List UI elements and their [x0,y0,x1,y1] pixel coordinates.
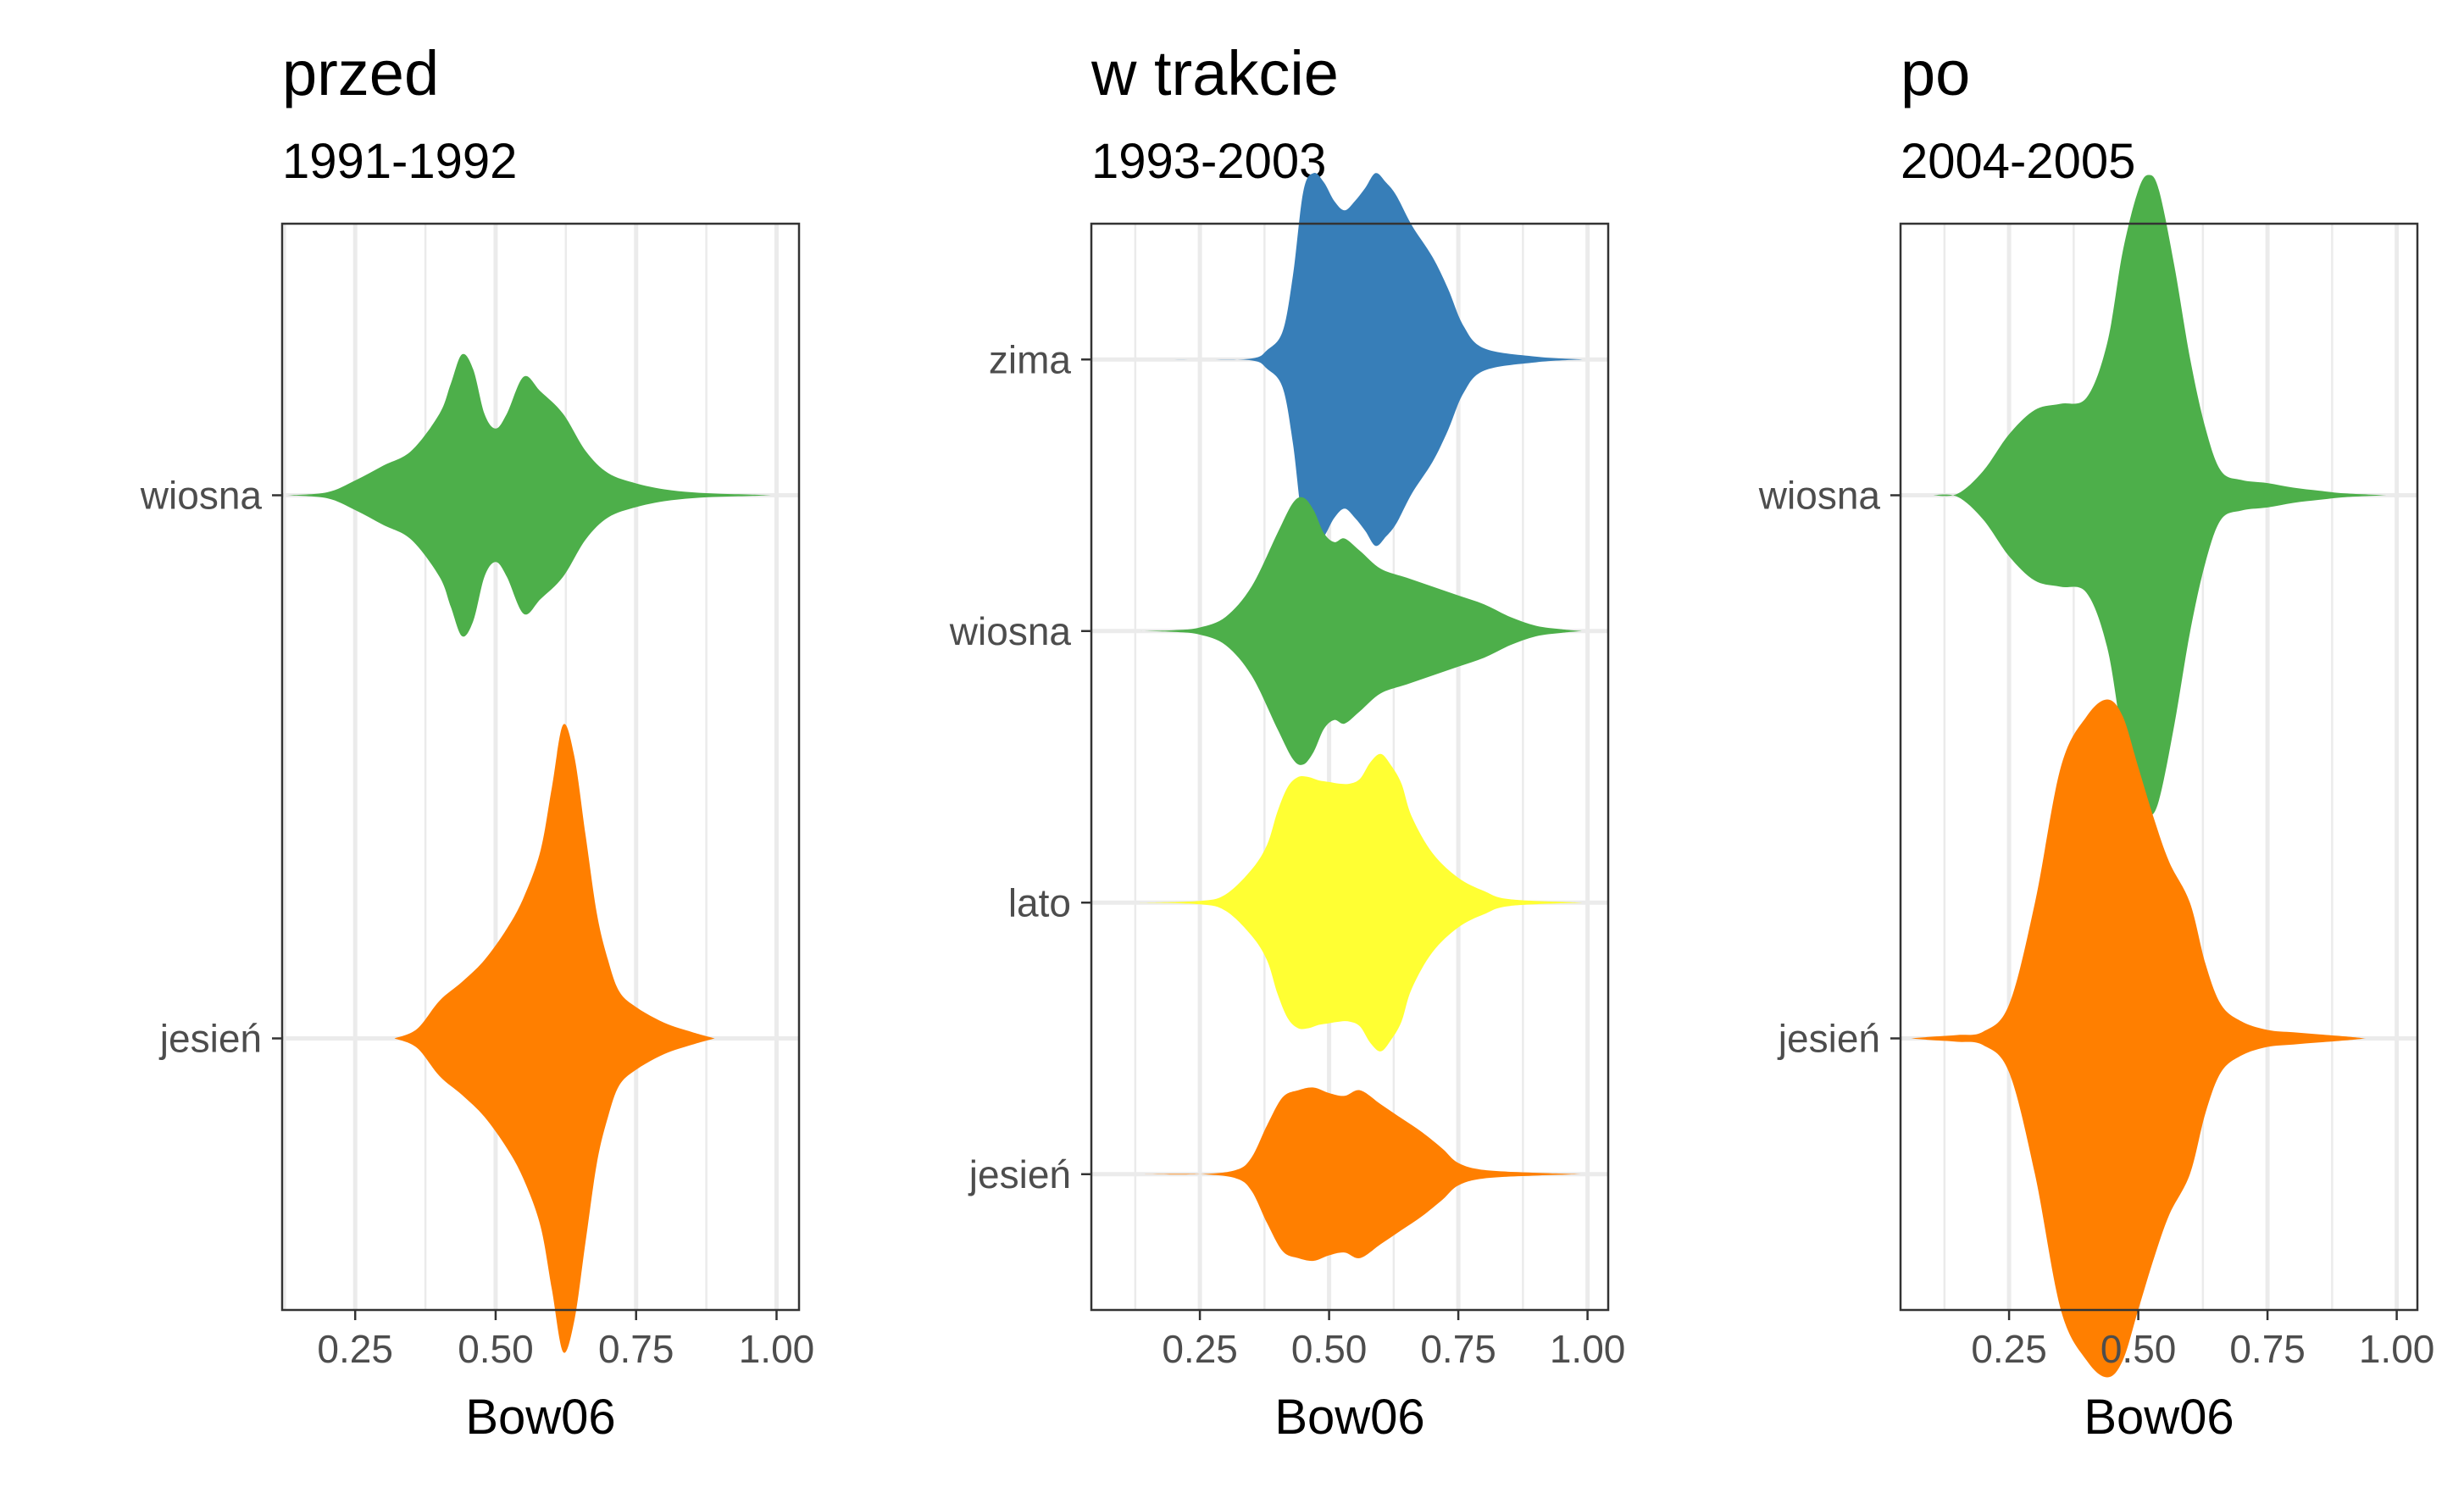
y-tick-label: jesień [968,1152,1071,1196]
violin-zima [1137,172,1583,547]
violin-wiosna [1137,497,1583,765]
x-axis-label: Bow06 [465,1390,615,1445]
x-axis-label: Bow06 [1274,1390,1424,1445]
panel-subtitle: 1993-2003 [1091,134,1326,189]
violins [1137,172,1583,1262]
y-tick-label: wiosna [949,609,1072,653]
y-tick-label: jesień [158,1017,262,1061]
panel-title: w trakcie [1090,38,1339,108]
panel-title: po [1901,38,1970,108]
y-tick-label: lato [1008,880,1071,924]
x-tick-label: 0.75 [2229,1327,2306,1371]
axes: 0.25 0.50 0.75 1.00 wiosna jesień [140,474,814,1372]
x-tick-label: 0.50 [1291,1327,1368,1371]
violins [287,353,771,1353]
y-tick-label: wiosna [140,474,263,518]
x-tick-label: 1.00 [2359,1327,2435,1371]
panel-przed: przed 1991-1992 0.25 0.50 0.75 1.00 wiosna je… [140,38,814,1445]
y-tick-label: zima [989,337,1072,381]
x-tick-label: 0.25 [1162,1327,1238,1371]
x-tick-label: 0.50 [2101,1327,2177,1371]
violin-wiosna [287,353,771,637]
violin-wiosna [1931,175,2387,816]
panel-po: po 2004-2005 0.25 0.50 0.75 1.00 wiosna jesie… [1758,38,2435,1445]
x-axis-label: Bow06 [2084,1390,2234,1445]
violin-jesień [1137,1087,1583,1262]
x-tick-label: 0.50 [458,1327,534,1371]
x-tick-label: 0.75 [1420,1327,1496,1371]
panel-w-trakcie: w trakcie 1993-2003 0.25 0.50 0.75 1.00 zima… [949,38,1626,1445]
axes: 0.25 0.50 0.75 1.00 wiosna jesień [1758,474,2435,1372]
violins [1911,175,2387,1378]
plot-frame [1090,222,1610,1312]
panel-subtitle: 2004-2005 [1901,134,2135,189]
panel-title: przed [282,38,439,108]
plot-frame [280,222,801,1312]
violin-lato [1137,753,1583,1052]
x-tick-label: 1.00 [1550,1327,1626,1371]
x-tick-label: 0.25 [1971,1327,2047,1371]
violin-jesień [394,724,715,1353]
x-tick-label: 0.75 [598,1327,674,1371]
y-tick-label: jesień [1777,1017,1880,1061]
plot-frame [1899,222,2419,1312]
x-tick-label: 1.00 [739,1327,815,1371]
y-tick-label: wiosna [1758,474,1881,518]
panel-subtitle: 1991-1992 [282,134,517,189]
axes: 0.25 0.50 0.75 1.00 zima wiosna lato jesień [949,337,1626,1371]
violin-jesień [1911,699,2366,1378]
x-tick-label: 0.25 [317,1327,393,1371]
